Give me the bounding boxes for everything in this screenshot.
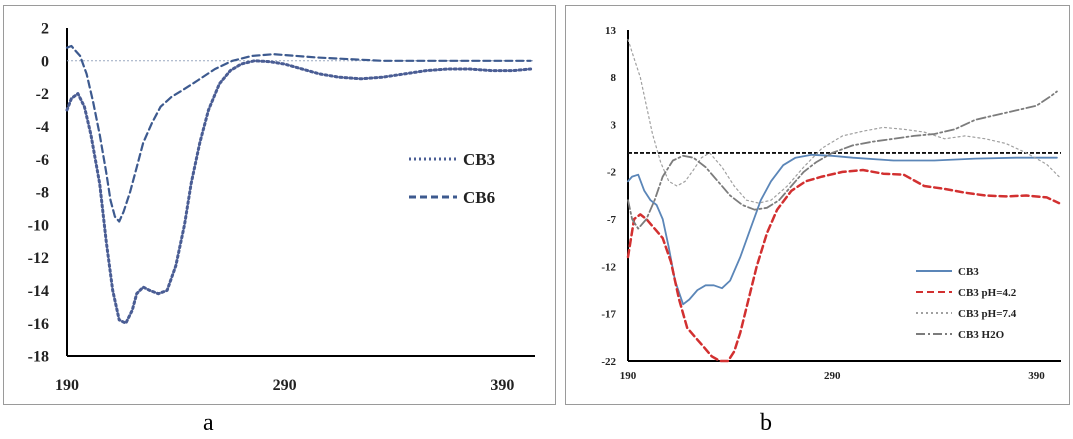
y-tick-label: -14 [28,283,49,300]
y-tick-label: -4 [36,119,49,136]
y-tick-label: 8 [611,72,617,84]
y-tick-label: -2 [36,86,49,103]
x-tick-label: 390 [490,377,514,394]
legend-label: CB3 pH=4.2 [958,287,1017,299]
y-tick-label: -22 [601,356,616,368]
series-line-cb3 [627,153,1058,306]
y-tick-label: -12 [601,261,616,273]
y-tick-label: -8 [36,185,49,202]
y-tick-label: -6 [36,152,49,169]
y-tick-label: 0 [41,53,49,70]
x-tick-label: 290 [824,370,841,382]
legend-label: CB3 H2O [958,329,1005,341]
y-tick-label: -18 [28,349,49,366]
y-tick-label: -10 [28,217,49,234]
chart-panel-a: 2 0 -2 -4 -6 -8 -10 -12 -14 -16 -18 190 290 390 CB3 CB6 [3,5,556,405]
legend-label: CB3 [958,266,979,278]
legend-label: CB6 [463,188,495,207]
series-line-cb3-ph-7-4 [627,38,1060,204]
chart-panel-b: 13 8 3 -2 -7 -12 -17 -22 190 290 390 CB3 CB3 pH=4.2 C… [565,5,1070,405]
panel-label-b: b [760,410,772,436]
y-tick-label: -12 [28,250,49,267]
series-line-cb6 [65,44,532,223]
legend-label: CB3 [463,150,495,169]
y-tick-label: -7 [607,214,617,226]
y-tick-label: -17 [601,309,616,321]
y-tick-label: 3 [611,119,617,131]
series-line-cb3-ph-4-2 [626,168,1061,363]
series-line-cb3 [65,59,533,325]
series-line-cb3-h2o [627,90,1058,230]
y-tick-label: 2 [41,21,49,38]
chart-b-svg: 13 8 3 -2 -7 -12 -17 -22 190 290 390 CB3 CB3 pH=4.2 C… [601,25,1061,382]
legend-label: CB3 pH=7.4 [958,308,1017,320]
y-tick-label: -16 [28,316,49,333]
x-tick-label: 290 [273,377,297,394]
x-tick-label: 190 [55,377,79,394]
y-tick-label: 13 [605,25,617,37]
panel-label-a: a [203,410,214,436]
x-tick-label: 190 [620,370,637,382]
y-tick-label: -2 [607,167,617,179]
x-tick-label: 390 [1028,370,1045,382]
chart-a-svg: 2 0 -2 -4 -6 -8 -10 -12 -14 -16 -18 190 290 390 CB3 CB6 [28,21,535,394]
